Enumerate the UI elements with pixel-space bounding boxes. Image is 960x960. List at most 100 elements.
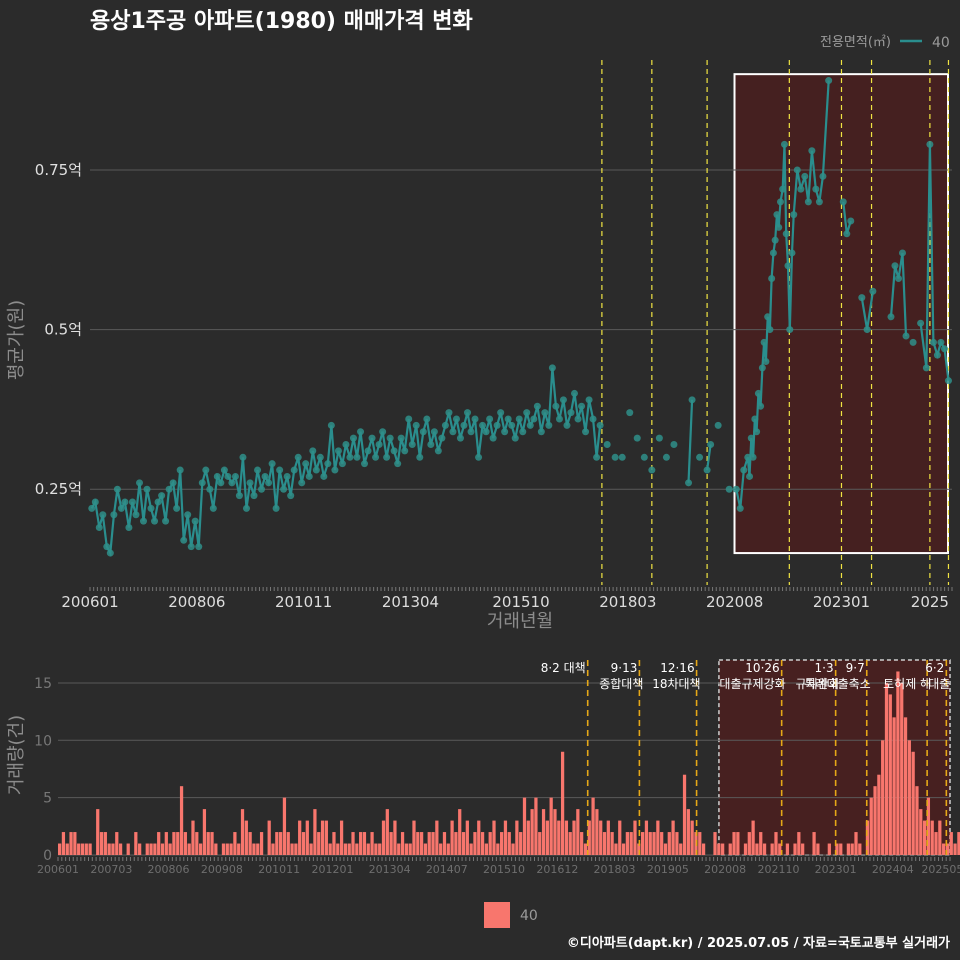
- volume-bar: [488, 832, 492, 855]
- price-point: [940, 345, 948, 353]
- volume-y-axis-title: 거래량(건): [6, 715, 27, 795]
- price-point: [280, 485, 288, 493]
- volume-bar: [884, 682, 889, 855]
- volume-bar: [755, 843, 759, 855]
- volume-bar: [157, 832, 161, 855]
- price-point: [762, 358, 770, 366]
- price-point: [780, 140, 788, 148]
- price-point: [895, 274, 903, 282]
- volume-bar: [538, 832, 542, 855]
- volume-bar: [564, 820, 569, 855]
- volume-bar: [801, 843, 805, 855]
- price-point: [290, 466, 298, 474]
- volume-bar: [827, 843, 831, 855]
- volume-bar: [637, 843, 641, 855]
- volume-bar: [648, 832, 652, 855]
- price-point: [917, 319, 925, 327]
- price-point: [117, 504, 125, 512]
- volume-bar: [332, 832, 336, 855]
- volume-bar: [107, 843, 111, 855]
- volume-bar: [671, 820, 675, 855]
- price-point: [773, 211, 781, 219]
- volume-bar: [743, 843, 748, 855]
- volume-bar: [172, 832, 176, 855]
- volume-bar: [686, 809, 690, 855]
- price-point: [272, 504, 280, 512]
- price-point: [334, 447, 342, 455]
- volume-bar: [389, 832, 393, 855]
- volume-bar: [846, 843, 851, 855]
- price-point: [394, 460, 402, 468]
- volume-bar: [431, 832, 435, 855]
- price-point: [408, 441, 416, 449]
- price-point: [176, 466, 184, 474]
- volume-bar: [587, 820, 591, 855]
- price-point: [375, 441, 383, 449]
- price-point: [648, 466, 656, 474]
- price-point: [209, 504, 217, 512]
- price-point: [593, 453, 601, 461]
- volume-bar: [812, 832, 816, 855]
- price-point: [239, 453, 247, 461]
- volume-bar: [922, 820, 927, 855]
- price-point: [405, 415, 413, 423]
- volume-bar: [896, 671, 900, 855]
- price-point: [258, 485, 266, 493]
- price-point: [302, 460, 310, 468]
- price-point: [819, 172, 827, 180]
- policy-annotation-label: 특례대출축소: [804, 677, 870, 691]
- volume-bar: [873, 786, 877, 855]
- volume-bar: [317, 832, 321, 855]
- volume-bar: [774, 832, 778, 855]
- price-point: [909, 338, 917, 346]
- price-point: [386, 434, 394, 442]
- volume-bar: [339, 820, 344, 855]
- volume-bar: [591, 797, 595, 855]
- volume-bar: [408, 843, 412, 855]
- volume-bar: [65, 843, 69, 855]
- volume-bar: [237, 843, 241, 855]
- volume-bar: [229, 843, 233, 855]
- volume-bar: [454, 832, 458, 855]
- price-point: [475, 453, 483, 461]
- volume-bar: [214, 843, 218, 855]
- volume-bar: [298, 820, 302, 855]
- volume-bar: [839, 843, 843, 855]
- volume-x-tick-label: 202404: [872, 863, 914, 876]
- price-point: [147, 504, 155, 512]
- volume-bar: [370, 832, 374, 855]
- price-point: [312, 466, 320, 474]
- volume-bar: [484, 843, 489, 855]
- volume-bar: [328, 843, 332, 855]
- volume-bar: [698, 832, 702, 855]
- volume-bar: [610, 832, 614, 855]
- price-point: [342, 441, 350, 449]
- volume-bar: [945, 843, 950, 855]
- price-point: [357, 428, 365, 436]
- price-point: [467, 428, 475, 436]
- price-point: [445, 409, 453, 417]
- price-point: [268, 460, 276, 468]
- volume-bar: [656, 820, 660, 855]
- volume-bar: [84, 843, 88, 855]
- price-point: [747, 434, 755, 442]
- price-point: [493, 421, 501, 429]
- volume-bar: [275, 832, 279, 855]
- price-point: [250, 492, 258, 500]
- volume-bar: [663, 843, 668, 855]
- volume-bar: [728, 843, 732, 855]
- price-point: [460, 421, 468, 429]
- volume-y-tick-label: 0: [43, 848, 52, 864]
- volume-bar: [210, 832, 214, 855]
- volume-bar: [206, 832, 210, 855]
- volume-bar: [553, 809, 557, 855]
- volume-bar: [618, 820, 622, 855]
- volume-bar: [111, 843, 115, 855]
- volume-bar: [233, 832, 237, 855]
- volume-bar: [252, 843, 256, 855]
- price-point: [198, 479, 206, 487]
- price-point: [779, 185, 787, 193]
- price-point: [423, 415, 431, 423]
- price-point: [191, 517, 199, 525]
